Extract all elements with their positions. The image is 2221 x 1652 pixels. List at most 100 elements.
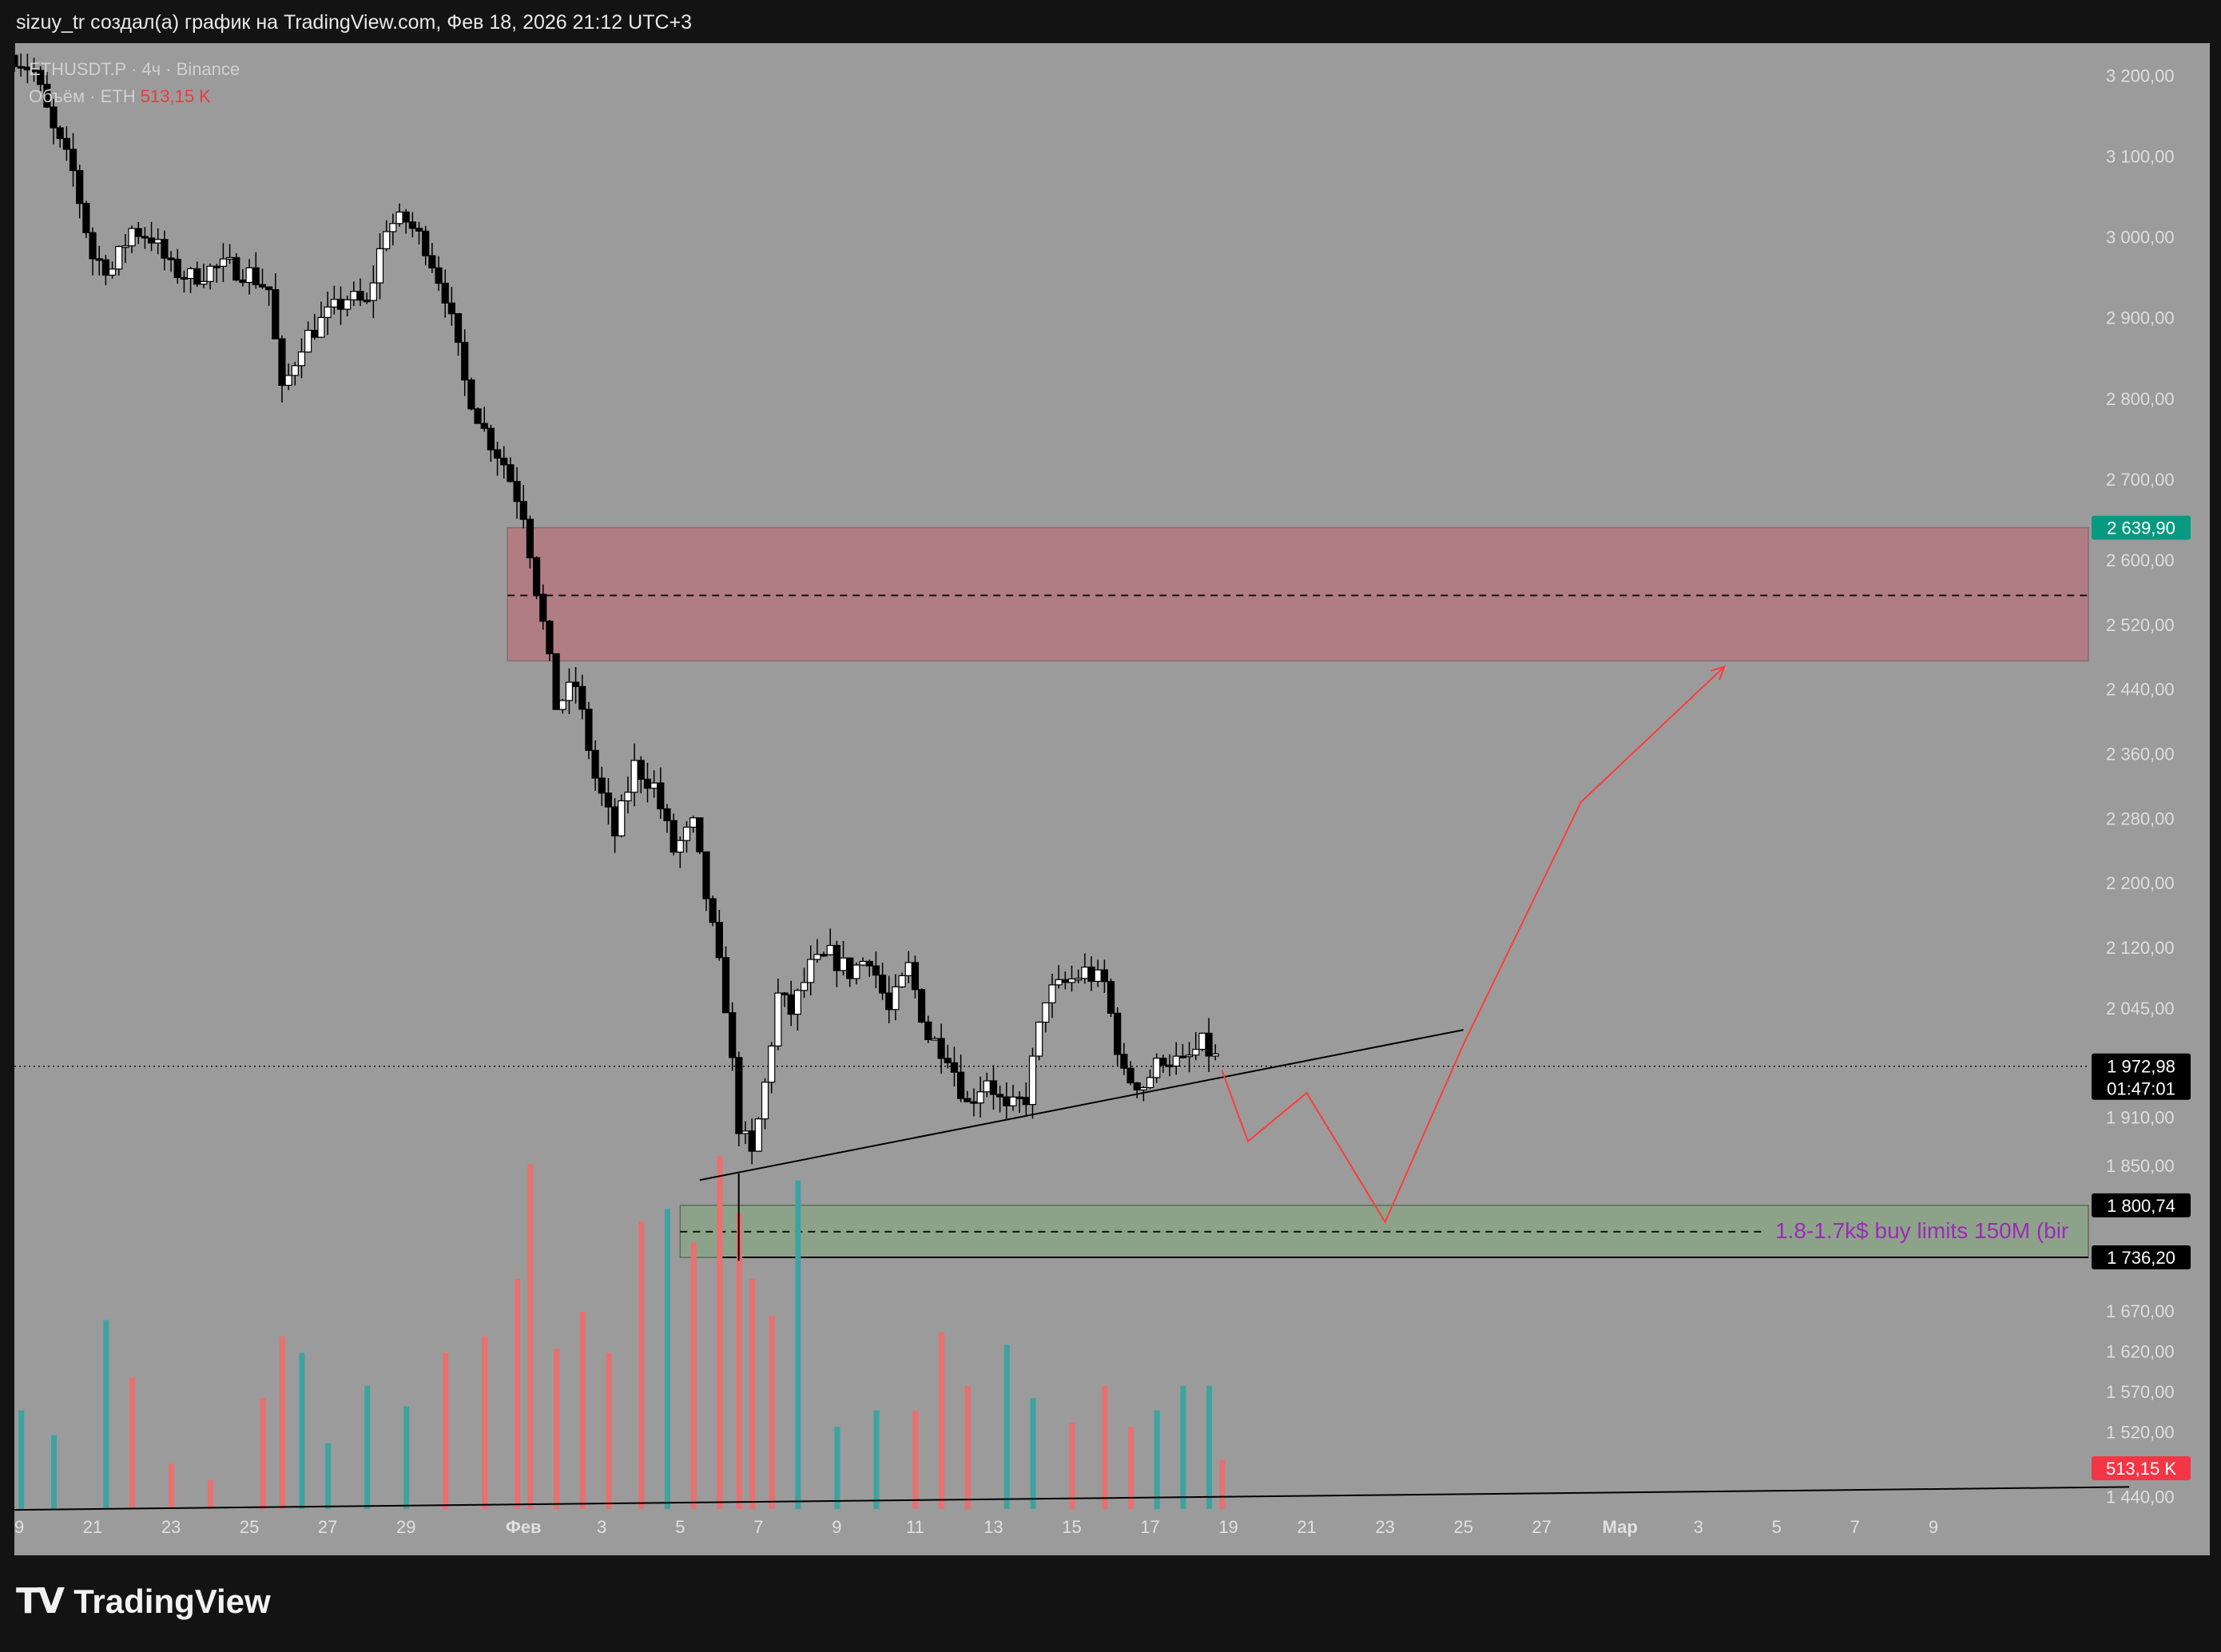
candle-body	[480, 423, 488, 429]
candle-body	[937, 1038, 945, 1059]
volume-bar	[169, 1463, 175, 1509]
candle-body	[141, 236, 149, 239]
symbol-legend[interactable]: ETHUSDT.P · 4ч · Binance	[29, 59, 240, 79]
time-tick-label: 9	[832, 1517, 841, 1537]
candle-body	[375, 248, 384, 284]
candle-body	[493, 449, 502, 459]
candle-body	[1166, 1064, 1174, 1067]
candle-body	[428, 255, 436, 268]
volume-bar	[736, 1213, 742, 1509]
candle-body	[154, 239, 162, 244]
price-tick-label: 1 440,00	[2106, 1487, 2175, 1507]
volume-bar	[1069, 1423, 1075, 1509]
support-top-badge-bg	[2092, 1193, 2191, 1217]
price-tick-label: 1 620,00	[2106, 1342, 2175, 1362]
time-tick-label: 19	[1218, 1517, 1238, 1537]
volume-bar	[964, 1385, 971, 1509]
volume-bar	[1180, 1385, 1186, 1509]
price-tick-label: 2 120,00	[2106, 938, 2175, 958]
tradingview-logo[interactable]: TV TradingView	[16, 1581, 271, 1622]
candle-body	[565, 681, 574, 701]
candle-body	[676, 840, 684, 853]
candle-body	[507, 464, 515, 482]
price-tick-label: 2 280,00	[2106, 808, 2175, 828]
volume-bar	[690, 1241, 697, 1509]
candle-body	[441, 283, 449, 304]
time-tick-label: 5	[1772, 1517, 1782, 1537]
candle-body	[983, 1080, 991, 1093]
candle-body	[121, 245, 129, 248]
candle-body	[258, 284, 267, 288]
candle-body	[108, 268, 117, 276]
candle-body	[1211, 1053, 1219, 1057]
candle-body	[389, 223, 397, 232]
time-tick-label: 7	[1850, 1517, 1860, 1537]
candle-body	[1087, 967, 1095, 983]
candle-body	[336, 299, 345, 310]
candle-body	[395, 211, 403, 224]
candle-body	[1061, 979, 1069, 983]
candle-body	[611, 806, 619, 836]
candle-body	[1094, 969, 1102, 983]
candle-body	[200, 280, 208, 285]
candle-body	[702, 851, 710, 899]
candle-body	[1139, 1086, 1147, 1090]
candle-body	[330, 299, 338, 308]
volume-legend-value: 513,15 K	[140, 86, 211, 106]
candle-body	[989, 1080, 998, 1095]
resistance-price-badge: 2 639,90	[2092, 515, 2191, 540]
candle-body	[311, 329, 319, 338]
candle-body	[807, 959, 815, 983]
candle-body	[1114, 1012, 1122, 1055]
candle-body	[1048, 984, 1056, 1003]
volume-bar	[939, 1332, 945, 1509]
candle-body	[793, 990, 801, 1015]
volume-bar	[51, 1435, 58, 1509]
volume-bar	[638, 1221, 645, 1509]
candle-body	[657, 782, 665, 810]
candle-body	[69, 149, 77, 172]
candle-body	[356, 291, 364, 301]
candle-body	[1015, 1096, 1023, 1099]
candle-body	[56, 127, 64, 139]
candle-body	[800, 982, 809, 991]
volume-bar	[873, 1410, 880, 1509]
volume-legend[interactable]: Объём · ETH 513,15 K	[29, 83, 240, 110]
chart-panel[interactable]: 1.8-1.7k$ buy limits 150M (bir 3 200,00 3 …	[14, 43, 2210, 1555]
candle-body	[324, 306, 332, 319]
volume-bar	[364, 1385, 371, 1509]
projection-arrowhead	[1710, 665, 1726, 681]
candle-body	[317, 316, 325, 338]
volume-value-badge-bg	[2092, 1456, 2191, 1480]
candle-body	[591, 749, 599, 779]
candle-body	[1075, 978, 1083, 981]
candle-body	[167, 257, 175, 260]
volume-bar	[1128, 1427, 1134, 1509]
candle-body	[291, 365, 299, 376]
candle-body	[721, 957, 730, 1014]
candle-body	[944, 1058, 952, 1064]
time-tick-label: 9	[1929, 1517, 1938, 1537]
candle-body	[500, 457, 508, 466]
candle-body	[1028, 1055, 1037, 1106]
time-tick-label: 13	[983, 1517, 1003, 1537]
candle-body	[461, 341, 469, 381]
candle-body	[532, 557, 541, 595]
support-bottom-badge: 1 736,20	[2092, 1245, 2191, 1270]
candle-body	[1022, 1097, 1030, 1106]
countdown-text: 01:47:01	[2107, 1079, 2175, 1099]
volume-bar	[749, 1279, 756, 1509]
candle-body	[774, 992, 782, 1047]
candle-body	[1159, 1058, 1167, 1066]
candle-body	[852, 964, 860, 979]
candle-body	[950, 1062, 959, 1073]
candle-body	[147, 237, 156, 244]
candle-body	[1133, 1082, 1141, 1090]
volume-bar	[912, 1410, 919, 1509]
price-chart[interactable]: 1.8-1.7k$ buy limits 150M (bir 3 200,00 3 …	[14, 43, 2210, 1555]
candle-body	[898, 975, 906, 987]
candle-body	[865, 960, 873, 967]
time-tick-label: 23	[161, 1517, 181, 1537]
candle-body	[17, 66, 25, 69]
volume-bar	[129, 1377, 136, 1509]
